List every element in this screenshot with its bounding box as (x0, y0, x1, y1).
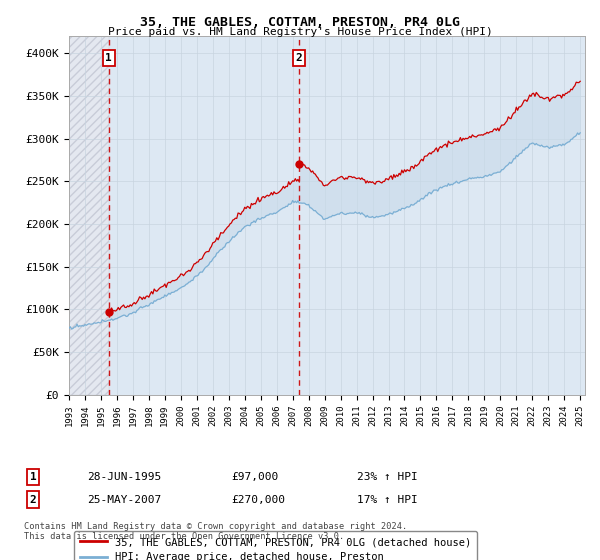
Text: 1: 1 (106, 53, 112, 63)
Text: Price paid vs. HM Land Registry's House Price Index (HPI): Price paid vs. HM Land Registry's House … (107, 27, 493, 37)
Text: 28-JUN-1995: 28-JUN-1995 (87, 472, 161, 482)
Text: 25-MAY-2007: 25-MAY-2007 (87, 494, 161, 505)
Text: 2: 2 (29, 494, 37, 505)
Text: £97,000: £97,000 (231, 472, 278, 482)
Text: 35, THE GABLES, COTTAM, PRESTON, PR4 0LG: 35, THE GABLES, COTTAM, PRESTON, PR4 0LG (140, 16, 460, 29)
Text: 17% ↑ HPI: 17% ↑ HPI (357, 494, 418, 505)
Text: 23% ↑ HPI: 23% ↑ HPI (357, 472, 418, 482)
Bar (109, 36, 585, 395)
Text: 1: 1 (29, 472, 37, 482)
Text: Contains HM Land Registry data © Crown copyright and database right 2024.
This d: Contains HM Land Registry data © Crown c… (24, 522, 407, 542)
Text: £270,000: £270,000 (231, 494, 285, 505)
Legend: 35, THE GABLES, COTTAM, PRESTON, PR4 0LG (detached house), HPI: Average price, d: 35, THE GABLES, COTTAM, PRESTON, PR4 0LG… (74, 531, 478, 560)
Text: 2: 2 (295, 53, 302, 63)
